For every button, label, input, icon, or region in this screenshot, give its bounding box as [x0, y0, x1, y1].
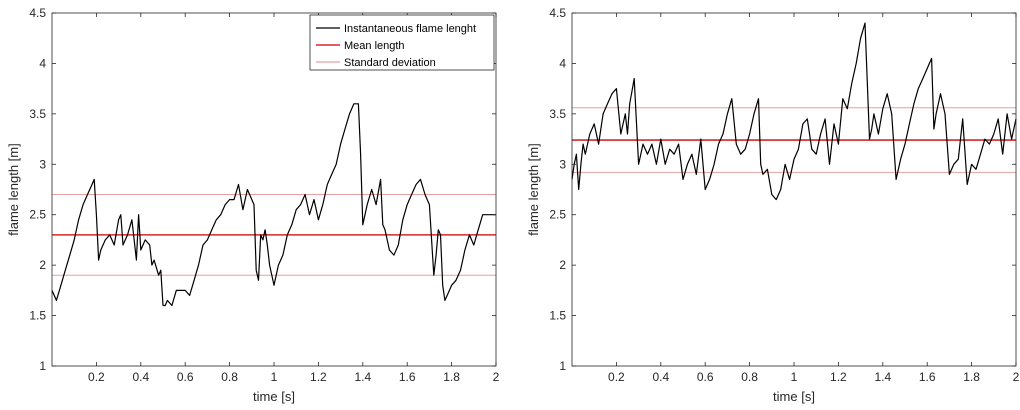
- legend: Instantaneous flame lenght Mean length Sta…: [309, 14, 495, 71]
- chart-left: 0.2 0.4 0.6 0.8 1 1.2 1.4 1.6 1.8 2 1 1.5 2 2.5 3 3.5 4 4…: [6, 6, 500, 404]
- legend-label: Mean length: [344, 40, 405, 52]
- y-tick-label: 3.5: [29, 107, 46, 121]
- flame-length-line: [571, 22, 1017, 201]
- legend-box: [309, 14, 495, 71]
- y-tick-label: 4: [559, 56, 566, 70]
- x-tick-label: 1: [271, 370, 278, 384]
- x-tick-label: 0.4: [132, 370, 149, 384]
- y-tick-label: 4.5: [29, 6, 46, 20]
- x-tick-label: 0.6: [177, 370, 194, 384]
- y-tick-label: 2: [39, 258, 46, 272]
- y-tick-label: 4: [39, 56, 46, 70]
- x-tick-label: 1.6: [399, 370, 416, 384]
- x-tick-label: 0.6: [697, 370, 714, 384]
- y-tick-label: 2.5: [549, 208, 566, 222]
- x-tick-label: 1.8: [963, 370, 980, 384]
- x-tick-label: 1.8: [443, 370, 460, 384]
- legend-label: Standard deviation: [344, 57, 436, 69]
- plot-area: [572, 13, 1016, 366]
- y-tick-label: 2: [559, 258, 566, 272]
- x-axis-label: time [s]: [773, 389, 815, 404]
- y-tick-label: 3: [559, 157, 566, 171]
- x-tick-label: 1.4: [874, 370, 891, 384]
- x-tick-label: 0.8: [221, 370, 238, 384]
- chart-right: 0.2 0.4 0.6 0.8 1 1.2 1.4 1.6 1.8 2 1 1.5 2 2.5 3 3.5 4 4…: [526, 6, 1020, 404]
- y-axis-label: flame length [m]: [6, 143, 21, 236]
- x-axis-label: time [s]: [253, 389, 295, 404]
- y-tick-label: 3.5: [549, 107, 566, 121]
- x-tick-label: 1.2: [310, 370, 327, 384]
- y-tick-label: 1.5: [29, 309, 46, 323]
- x-tick-label: 0.8: [741, 370, 758, 384]
- plot-area: [52, 13, 496, 366]
- x-tick-label: 1: [791, 370, 798, 384]
- x-tick-label: 1.2: [830, 370, 847, 384]
- y-tick-label: 1: [559, 359, 566, 373]
- y-tick-label: 2.5: [29, 208, 46, 222]
- y-tick-label: 3: [39, 157, 46, 171]
- legend-label: Instantaneous flame lenght: [344, 23, 476, 35]
- x-tick-label: 1.6: [919, 370, 936, 384]
- y-tick-label: 4.5: [549, 6, 566, 20]
- x-tick-label: 2: [1013, 370, 1020, 384]
- x-tick-label: 0.2: [608, 370, 625, 384]
- x-tick-label: 1.4: [354, 370, 371, 384]
- y-tick-label: 1: [39, 359, 46, 373]
- y-tick-label: 1.5: [549, 309, 566, 323]
- flame-length-line: [51, 103, 496, 307]
- y-axis-label: flame length [m]: [526, 143, 541, 236]
- x-tick-label: 2: [493, 370, 500, 384]
- x-tick-label: 0.2: [88, 370, 105, 384]
- x-tick-label: 0.4: [652, 370, 669, 384]
